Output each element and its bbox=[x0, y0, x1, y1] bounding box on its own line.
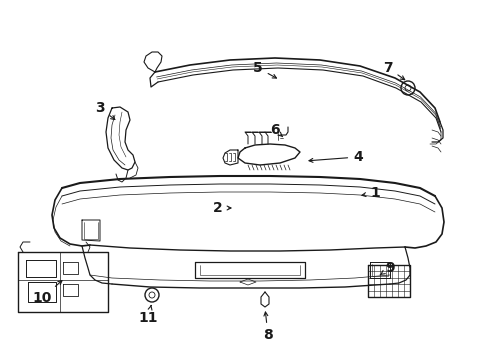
Text: 6: 6 bbox=[270, 123, 282, 137]
Text: 7: 7 bbox=[383, 61, 404, 80]
Text: 11: 11 bbox=[138, 305, 158, 325]
Text: 9: 9 bbox=[379, 261, 394, 275]
Text: 5: 5 bbox=[253, 61, 276, 78]
Text: 4: 4 bbox=[308, 150, 362, 164]
Text: 8: 8 bbox=[263, 312, 272, 342]
Text: 10: 10 bbox=[32, 281, 62, 305]
Text: 2: 2 bbox=[213, 201, 230, 215]
Text: 1: 1 bbox=[361, 186, 379, 200]
Text: 3: 3 bbox=[95, 101, 115, 120]
